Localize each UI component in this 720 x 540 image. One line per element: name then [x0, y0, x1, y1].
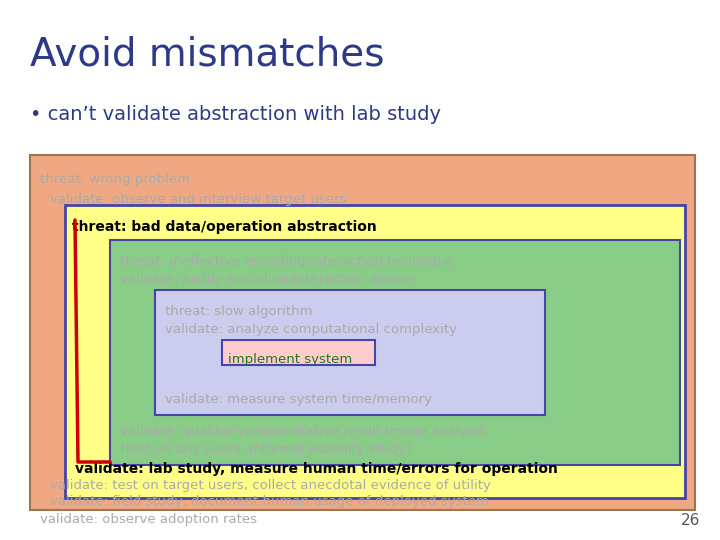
Text: validate: qualitative/quantitative result image analysis: validate: qualitative/quantitative resul… — [120, 425, 485, 438]
Text: validate: measure system time/memory: validate: measure system time/memory — [165, 393, 432, 406]
Text: threat: ineffective encoding/interaction technique: threat: ineffective encoding/interaction… — [120, 255, 454, 268]
Text: implement system: implement system — [228, 353, 352, 366]
Text: 26: 26 — [680, 513, 700, 528]
Text: threat: bad data/operation abstraction: threat: bad data/operation abstraction — [72, 220, 377, 234]
Bar — [222, 340, 375, 365]
Text: • can’t validate abstraction with lab study: • can’t validate abstraction with lab st… — [30, 105, 441, 124]
Bar — [65, 205, 685, 498]
Text: validate: analyze computational complexity: validate: analyze computational complexi… — [165, 323, 457, 336]
Text: validate: field study, document human usage of deployed system: validate: field study, document human us… — [50, 495, 489, 508]
Bar — [110, 240, 680, 465]
Text: validate: observe adoption rates: validate: observe adoption rates — [40, 513, 257, 526]
Text: validate: justify encoding/interaction design: validate: justify encoding/interaction d… — [120, 273, 414, 286]
Text: threat: slow algorithm: threat: slow algorithm — [165, 305, 312, 318]
Text: threat: wrong problem: threat: wrong problem — [40, 173, 190, 186]
Bar — [30, 155, 695, 510]
Text: Avoid mismatches: Avoid mismatches — [30, 35, 384, 73]
Text: [test on any users, informal usability study]: [test on any users, informal usability s… — [120, 443, 411, 456]
Bar — [155, 290, 545, 415]
Text: validate: lab study, measure human time/errors for operation: validate: lab study, measure human time/… — [75, 462, 558, 476]
Text: validate: observe and interview target users: validate: observe and interview target u… — [50, 193, 346, 206]
Text: validate: test on target users, collect anecdotal evidence of utility: validate: test on target users, collect … — [50, 479, 491, 492]
